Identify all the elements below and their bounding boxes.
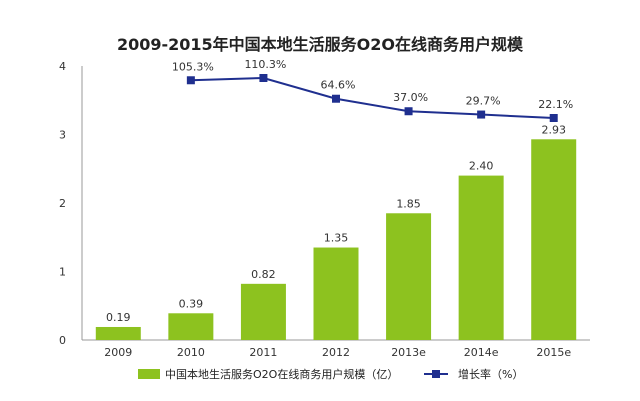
legend: 中国本地生活服务O2O在线商务用户规模（亿） 增长率（%） [138,367,523,381]
growth-rate-point-2014e [477,110,486,119]
growth-rate-label-2013e: 37.0% [393,91,428,104]
y-tick-label-2: 2 [59,197,66,210]
bar-label-2010: 0.39 [179,297,204,310]
bar-label-2013e: 1.85 [396,197,421,210]
x-tick-label-2014e: 2014e [464,346,499,359]
y-tick-label-4: 4 [59,60,66,73]
y-tick-label-0: 0 [59,334,66,347]
x-tick-label-2012: 2012 [322,346,350,359]
bar-label-2009: 0.19 [106,311,131,324]
bar-label-2015e: 2.93 [541,123,566,136]
bar-2015e [531,139,577,340]
x-tick-label-2010: 2010 [177,346,205,359]
legend-line-label: 增长率（%） [458,367,523,381]
bar-2011 [240,283,286,340]
growth-rate-label-2011: 110.3% [244,58,286,71]
chart-title: 2009-2015年中国本地生活服务O2O在线商务用户规模 [117,35,524,54]
bar-2010 [168,313,214,340]
growth-rate-point-2010 [186,76,195,85]
bar-value-labels: 0.19 0.39 0.82 1.35 1.85 2.40 2.93 [106,123,566,324]
bar-label-2012: 1.35 [324,232,349,245]
growth-rate-series [186,74,558,122]
growth-rate-point-2015e [549,114,558,122]
growth-rate-point-2013e [404,107,413,116]
bar-2013e [386,213,432,340]
x-tick-label-2015e: 2015e [536,346,571,359]
growth-rate-label-2014e: 29.7% [466,95,501,108]
bar-series [95,139,577,340]
growth-rate-label-2012: 64.6% [321,79,356,92]
bar-2012 [313,247,359,340]
bar-2014e [458,175,504,340]
legend-bar-swatch [138,369,160,379]
x-tick-label-2011: 2011 [249,346,277,359]
growth-rate-line [190,76,554,119]
y-tick-label-3: 3 [59,129,66,142]
growth-rate-label-2015e: 22.1% [538,98,573,111]
growth-rate-point-2011 [259,74,268,82]
growth-rate-label-2010: 105.3% [172,60,214,73]
x-tick-label-2009: 2009 [104,346,132,359]
legend-line-marker [432,370,440,378]
legend-bar-label: 中国本地生活服务O2O在线商务用户规模（亿） [165,367,398,381]
growth-rate-labels: 105.3% 110.3% 64.6% 37.0% 29.7% 22.1% [172,58,573,111]
y-tick-labels: 0 1 2 3 4 [59,60,66,347]
bar-label-2014e: 2.40 [469,160,494,173]
bar-label-2011: 0.82 [251,268,276,281]
growth-rate-point-2012 [332,94,340,103]
bar-2009 [95,326,141,340]
y-tick-label-1: 1 [59,266,66,279]
x-tick-labels: 2009 2010 2011 2012 2013e 2014e 2015e [104,346,571,359]
x-tick-label-2013e: 2013e [391,346,426,359]
